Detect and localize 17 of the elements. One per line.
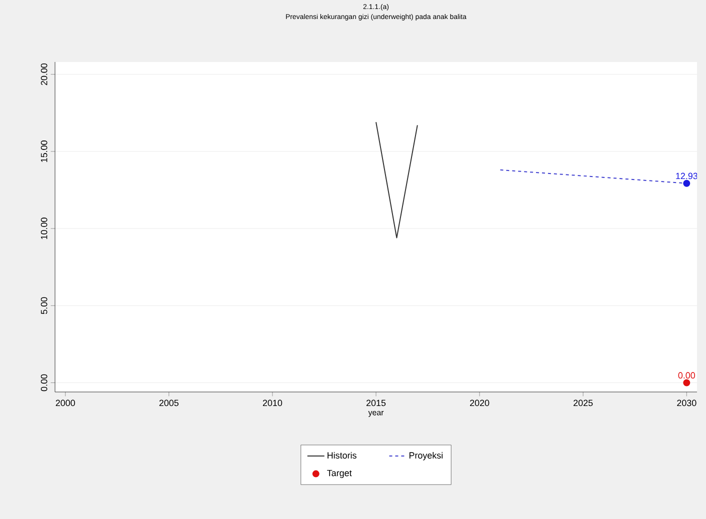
x-tick-label: 2000 — [56, 400, 75, 406]
legend-label: Target — [327, 470, 352, 478]
legend-label: Historis — [328, 452, 356, 459]
y-tick-label: 5.00 — [40, 297, 48, 314]
y-tick-label: 20.00 — [40, 63, 48, 86]
data-label: 12.93 — [676, 172, 698, 180]
x-tick-label: 2005 — [159, 400, 178, 406]
y-tick-label: 15.00 — [40, 140, 48, 162]
legend-label: Proyeksi — [409, 452, 443, 460]
x-tick-label: 2020 — [470, 400, 490, 406]
x-tick-label: 2010 — [262, 400, 282, 406]
x-tick-label: 2030 — [677, 400, 696, 406]
x-tick-label: 2015 — [366, 400, 386, 406]
y-tick-label: 10.00 — [40, 218, 48, 240]
x-tick-label: 2025 — [574, 400, 593, 406]
data-label: 0.00 — [678, 372, 696, 379]
y-tick-label: 0.00 — [40, 374, 48, 392]
